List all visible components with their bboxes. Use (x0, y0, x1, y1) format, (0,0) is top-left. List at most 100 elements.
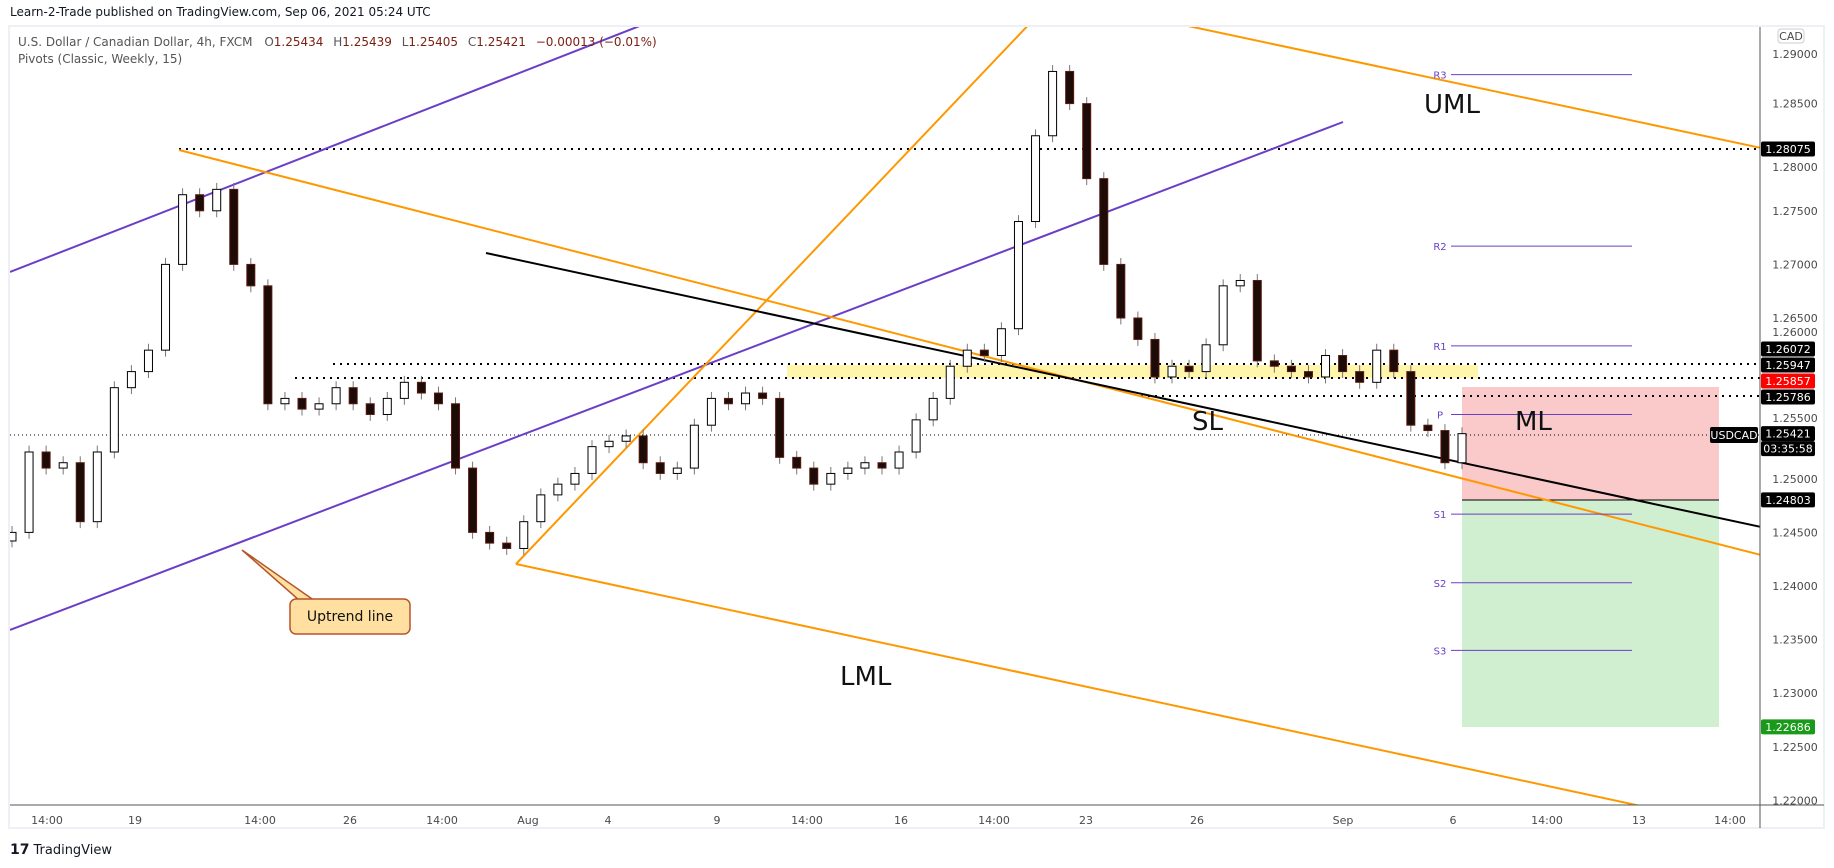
uptrend-line[interactable] (10, 121, 1344, 631)
bull-candle-body (1013, 221, 1023, 330)
bull-candle-body (58, 462, 68, 469)
bull-candle-body (1031, 135, 1041, 223)
bear-candle-body (246, 263, 256, 287)
candle (570, 467, 580, 491)
time-axis-label: 14:00 (1531, 814, 1563, 827)
bear-candle-body (348, 387, 358, 405)
time-axis-label: 16 (894, 814, 908, 827)
time-axis-label: 23 (1079, 814, 1093, 827)
candle (1440, 424, 1450, 470)
risk-zone[interactable] (1462, 387, 1719, 500)
bull-candle-body (92, 451, 102, 523)
bull-candle-body (996, 328, 1006, 357)
bear-candle-body (1099, 178, 1109, 265)
candle (1082, 97, 1092, 186)
pitchfork-handle[interactable] (515, 18, 1035, 565)
bull-candle-body (1218, 285, 1228, 346)
time-axis-label: 14:00 (978, 814, 1010, 827)
tradingview-logo[interactable]: 17 TradingView (10, 842, 112, 858)
bull-candle-body (519, 521, 529, 549)
price-axis[interactable]: 1.29000 1.28500 1.28000 1.27500 1.27000 1.265… (1772, 48, 1818, 807)
time-axis-label: 26 (1190, 814, 1204, 827)
bear-candle-body (775, 397, 785, 458)
candle (706, 391, 716, 432)
bull-candle-body (24, 451, 34, 533)
pivot-label-s2: S2 (1434, 579, 1447, 590)
candle (1423, 418, 1433, 437)
pivot-levels: R3 R2 R1 P S1 S2 S3 (1433, 71, 1632, 657)
candle (1099, 172, 1109, 271)
svg-text:1.28075: 1.28075 (1765, 143, 1811, 156)
bull-candle-body (1372, 349, 1382, 383)
candle (263, 279, 273, 411)
pivot-label-r1: R1 (1433, 342, 1446, 353)
time-axis-label: 14:00 (426, 814, 458, 827)
candle (109, 381, 119, 459)
price-axis-label: 1.27000 (1772, 258, 1818, 271)
price-axis-label: 1.23000 (1772, 687, 1818, 700)
candle (519, 515, 529, 555)
uptrend-callout[interactable]: Uptrend line (241, 549, 411, 635)
sl-label: SL (1192, 407, 1224, 437)
currency-badge[interactable]: CAD (1777, 28, 1805, 44)
svg-text:USDCAD: USDCAD (1710, 429, 1757, 442)
bear-candle-body (1440, 430, 1450, 464)
price-axis-label: 1.27500 (1772, 205, 1818, 218)
price-tag-level-4: 1.25857 (1761, 373, 1815, 389)
svg-text:1.25947: 1.25947 (1765, 359, 1811, 372)
price-axis-label: 1.26000 (1772, 326, 1818, 339)
price-tags: 1.28075 1.26072 1.25947 1.25857 1.25786 1.254… (1761, 141, 1815, 735)
sliding-line[interactable] (485, 252, 1761, 528)
candle (945, 359, 955, 405)
candle (758, 386, 768, 405)
lml-label: LML (840, 662, 892, 692)
bull-candle-body (843, 467, 853, 474)
bull-candle-body (126, 371, 136, 389)
ml-label: ML (1515, 407, 1552, 437)
candle (1355, 365, 1365, 389)
candle (246, 257, 256, 293)
lower-median-line[interactable] (515, 563, 1650, 808)
bull-candle-body (741, 392, 751, 405)
bear-candle-body (195, 194, 205, 212)
bear-candle-body (1184, 365, 1194, 373)
candle (792, 450, 802, 475)
price-axis-label: 1.22000 (1772, 794, 1818, 807)
bear-candle-body (1286, 365, 1296, 373)
pivot-label-s3: S3 (1434, 646, 1447, 657)
candle (911, 413, 921, 459)
plot-area: R3 R2 R1 P S1 S2 S3 UML ML SL LML Uptrend line (10, 18, 1761, 808)
reward-zone[interactable] (1462, 500, 1719, 727)
candle (416, 375, 426, 400)
time-axis-label: 9 (714, 814, 721, 827)
price-axis-label: 1.23500 (1772, 634, 1818, 647)
candle (775, 391, 785, 464)
candle (723, 391, 733, 411)
bull-candle-body (706, 397, 716, 426)
candle (1372, 343, 1382, 389)
upper-median-line[interactable] (1160, 20, 1761, 149)
bull-candle-body (894, 451, 904, 469)
bear-candle-body (433, 392, 443, 405)
candle (1406, 365, 1416, 432)
indicator-label[interactable]: Pivots (Classic, Weekly, 15) (18, 52, 182, 66)
bull-candle-body (1321, 355, 1331, 378)
time-axis-label: Aug (517, 814, 538, 827)
upper-purple-channel-line[interactable] (10, 18, 660, 273)
candle (1167, 359, 1177, 384)
callout-text: Uptrend line (307, 609, 393, 625)
bear-candle-body (365, 403, 375, 415)
price-tag-target: 1.22686 (1761, 719, 1815, 735)
price-axis-label: 1.25500 (1772, 412, 1818, 425)
bear-candle-body (263, 285, 273, 405)
candle (365, 397, 375, 421)
candle (928, 391, 938, 427)
candle (1252, 274, 1262, 368)
bear-candle-body (1269, 360, 1279, 367)
time-axis[interactable]: 14:00 19 14:00 26 14:00 Aug 4 9 14:00 16 14:00 23 26… (31, 814, 1746, 827)
price-axis-label: 1.26500 (1772, 312, 1818, 325)
candle (843, 461, 853, 480)
pivot-label-r2: R2 (1433, 242, 1446, 253)
candle (485, 525, 495, 550)
